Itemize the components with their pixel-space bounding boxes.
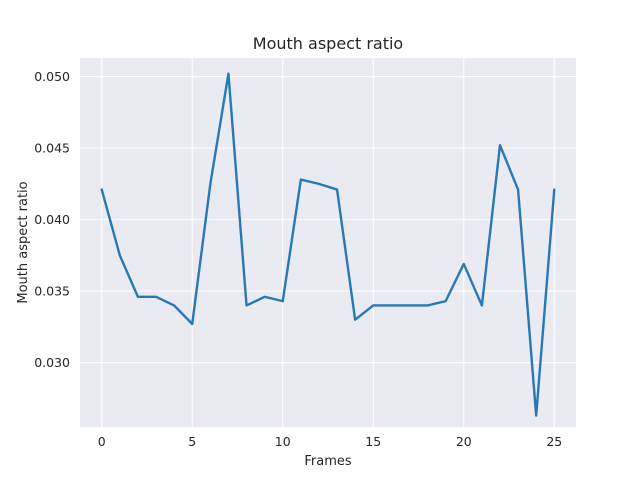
x-tick-label: 5 bbox=[188, 434, 196, 449]
x-tick-label: 20 bbox=[456, 434, 472, 449]
grid bbox=[80, 58, 576, 427]
series-layer bbox=[100, 72, 556, 417]
x-axis-label: Frames bbox=[304, 454, 352, 469]
x-tick-labels: 0 5 10 15 20 25 bbox=[98, 434, 562, 449]
y-tick-label: 0.040 bbox=[34, 212, 70, 227]
y-tick-label: 0.045 bbox=[34, 141, 70, 156]
x-tick-label: 0 bbox=[98, 434, 106, 449]
chart-title: Mouth aspect ratio bbox=[253, 34, 403, 53]
y-tick-label: 0.030 bbox=[34, 355, 70, 370]
x-tick-label: 15 bbox=[365, 434, 381, 449]
x-tick-label: 25 bbox=[546, 434, 562, 449]
plot-area bbox=[80, 58, 576, 427]
x-tick-label: 10 bbox=[275, 434, 291, 449]
series-line bbox=[100, 72, 556, 417]
y-axis-label: Mouth aspect ratio bbox=[16, 181, 31, 303]
y-tick-label: 0.050 bbox=[34, 69, 70, 84]
y-tick-labels: 0.030 0.035 0.040 0.045 0.050 bbox=[34, 69, 70, 370]
y-tick-label: 0.035 bbox=[34, 284, 70, 299]
